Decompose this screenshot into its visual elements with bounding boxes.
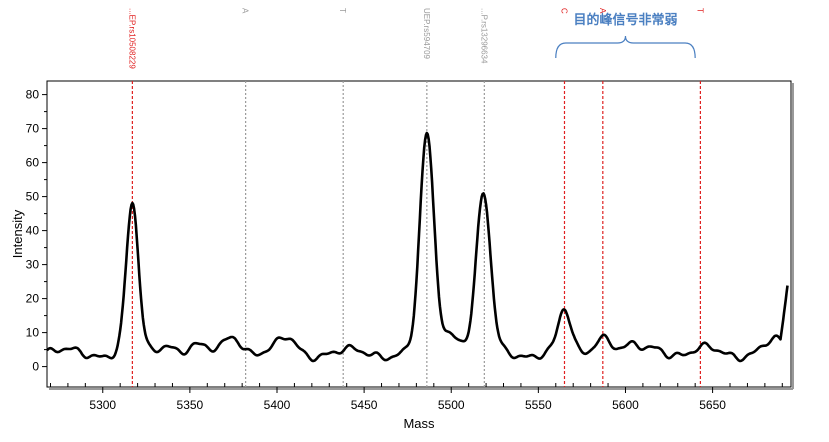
marker-label: C (559, 8, 568, 14)
marker-label: T (695, 8, 704, 13)
x-tick-label: 5350 (177, 398, 204, 412)
marker-label: T (338, 8, 347, 13)
y-tick-label: 70 (26, 122, 40, 136)
y-axis-label: Intensity (10, 209, 25, 258)
x-tick-label: 5500 (438, 398, 465, 412)
weak-signal-annotation: 目的峰信号非常弱 (555, 12, 696, 59)
x-tick-label: 5450 (351, 398, 378, 412)
spectrum-trace (46, 131, 789, 363)
annotation-text: 目的峰信号非常弱 (573, 12, 677, 28)
x-tick-label: 5300 (89, 398, 116, 412)
x-tick-label: 5650 (699, 398, 726, 412)
marker-label: UEP.rs594709 (422, 8, 431, 60)
axis-ticks: 0 10 20 30 40 50 60 70 80 5300 5350 5400 5450 5500 555… (26, 88, 783, 412)
y-tick-label: 50 (26, 190, 40, 204)
x-tick-label: 5550 (525, 398, 552, 412)
y-tick-label: 60 (26, 156, 40, 170)
x-tick-label: 5400 (264, 398, 291, 412)
x-axis-label: Mass (403, 416, 435, 431)
y-tick-label: 80 (26, 88, 40, 102)
marker-label: ...EP.rs10508229 (127, 8, 136, 69)
marker-label: A (241, 8, 250, 14)
y-tick-label: 0 (32, 360, 39, 374)
y-tick-label: 40 (26, 224, 40, 238)
y-tick-label: 10 (26, 326, 40, 340)
x-tick-label: 5600 (612, 398, 639, 412)
y-tick-label: 20 (26, 292, 40, 306)
y-tick-label: 30 (26, 258, 40, 272)
marker-label: A (598, 8, 607, 14)
marker-label: ...P.rs13296634 (479, 8, 488, 64)
annotation-brace (555, 35, 696, 59)
